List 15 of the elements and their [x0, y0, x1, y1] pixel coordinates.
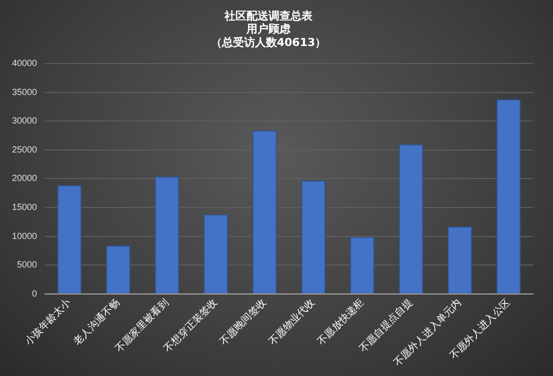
y-tick-label: 25000: [12, 144, 38, 154]
x-tick-label: 不愿晚间签收: [218, 296, 269, 348]
y-tick-label: 20000: [12, 173, 38, 184]
y-tick-label: 15000: [12, 202, 38, 212]
y-tick-label: 5000: [16, 260, 38, 270]
y-tick-label: 0: [32, 288, 38, 298]
y-tick-label: 10000: [12, 230, 38, 241]
y-tick-label: 40000: [12, 58, 38, 68]
text: 社区配送调查总表: [224, 9, 312, 22]
x-tick-label: 不愿物业代收: [266, 296, 318, 348]
text: 用户顾虑: [246, 22, 290, 36]
x-tick-label: 小孩年龄太小: [22, 296, 74, 348]
text: （总受访人数40613）: [210, 36, 326, 49]
y-tick-label: 35000: [12, 86, 38, 97]
y-tick-label: 30000: [12, 116, 38, 126]
